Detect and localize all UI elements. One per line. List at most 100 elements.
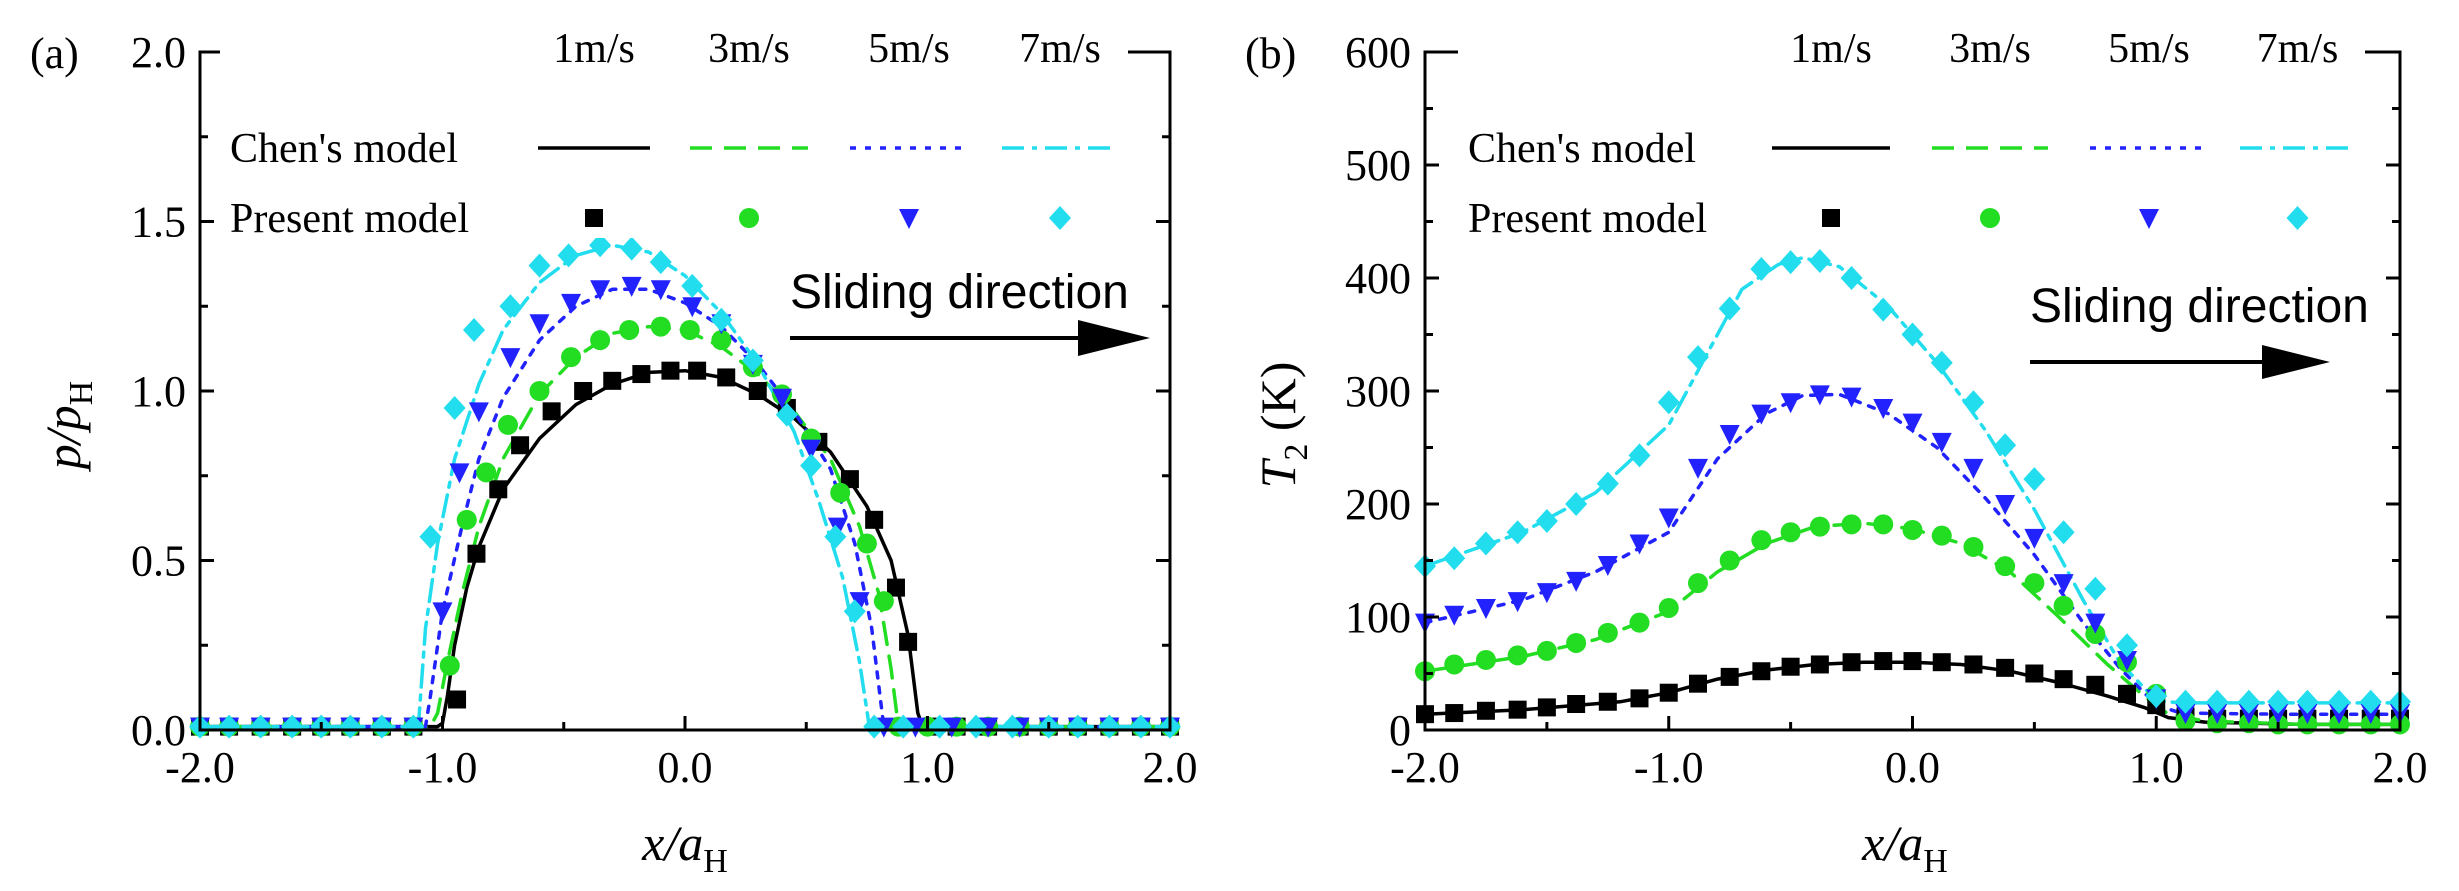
y-tick-label-b-2: 200 bbox=[1345, 480, 1411, 529]
data-point-a-3m/s-17 bbox=[679, 319, 700, 340]
data-point-b-5m/s-21 bbox=[2053, 574, 2074, 595]
data-point-b-7m/s-3 bbox=[1506, 520, 1529, 545]
y-tick-labels-b: 0 100 200 300 400 500 600 bbox=[1345, 28, 1411, 755]
x-tick-labels-b: -2.0 -1.0 0.0 1.0 2.0 bbox=[1390, 743, 2427, 792]
legend-marker-b-5m/s bbox=[2139, 209, 2159, 229]
data-point-a-7m/s-20 bbox=[775, 402, 798, 427]
data-point-b-5m/s-7 bbox=[1629, 534, 1650, 555]
y-tick-label-a-2: 1.0 bbox=[131, 367, 186, 416]
data-point-b-3m/s-16 bbox=[1902, 519, 1923, 540]
legend-speed-label-a-3m/s: 3m/s bbox=[708, 26, 790, 72]
legend-marker-a-7m/s bbox=[1049, 206, 1071, 230]
data-point-a-5m/s-17 bbox=[682, 297, 703, 318]
data-point-a-7m/s-14 bbox=[589, 233, 612, 258]
data-point-b-1m/s-18 bbox=[1964, 655, 1983, 674]
data-point-b-3m/s-17 bbox=[1931, 525, 1952, 546]
data-point-a-7m/s-16 bbox=[649, 250, 672, 275]
data-point-b-5m/s-5 bbox=[1566, 571, 1587, 592]
data-point-b-7m/s-26 bbox=[2206, 689, 2229, 714]
data-point-b-7m/s-13 bbox=[1808, 249, 1831, 274]
data-point-a-3m/s-22 bbox=[830, 482, 851, 503]
x-tick-label-b-3: 1.0 bbox=[2129, 743, 2184, 792]
data-point-a-7m/s-6 bbox=[370, 714, 393, 739]
data-point-b-3m/s-22 bbox=[2085, 623, 2106, 644]
data-point-a-5m/s-15 bbox=[621, 276, 642, 297]
y-tick-labels-a: 0.0 0.5 1.0 1.5 2.0 bbox=[131, 28, 186, 755]
legend-background-a bbox=[220, 24, 1128, 238]
data-point-b-5m/s-23 bbox=[2117, 650, 2137, 671]
data-point-b-3m/s-15 bbox=[1873, 514, 1894, 535]
y-tick-label-a-0: 0.0 bbox=[131, 706, 186, 755]
y-axis-label-unit-b: (K) bbox=[1250, 362, 1306, 444]
series-line-a-5m/s bbox=[198, 287, 1172, 729]
x-tick-labels-a: -2.0 -1.0 0.0 1.0 2.0 bbox=[165, 743, 1197, 792]
legend-speed-label-b-5m/s: 5m/s bbox=[2108, 26, 2190, 72]
sliding-direction-label-a: Sliding direction bbox=[790, 266, 1129, 319]
data-point-a-7m/s-5 bbox=[339, 714, 362, 739]
data-point-a-7m/s-28 bbox=[1001, 714, 1024, 739]
x-axis-label-sub-a: H bbox=[703, 843, 728, 880]
data-point-a-1m/s-23 bbox=[865, 510, 884, 529]
panel-label-b: (b) bbox=[1245, 29, 1296, 78]
data-point-b-5m/s-22 bbox=[2085, 613, 2106, 634]
data-point-a-3m/s-15 bbox=[619, 319, 640, 340]
series-line-a-3m/s bbox=[198, 324, 1172, 729]
data-point-a-7m/s-23 bbox=[843, 599, 866, 624]
data-point-b-3m/s-7 bbox=[1629, 612, 1650, 633]
legend-marker-b-7m/s bbox=[2286, 206, 2309, 230]
data-point-b-5m/s-15 bbox=[1873, 398, 1894, 419]
data-point-a-3m/s-13 bbox=[561, 347, 582, 368]
data-point-b-5m/s-28 bbox=[2268, 704, 2289, 725]
data-point-b-7m/s-14 bbox=[1840, 266, 1863, 290]
data-point-b-7m/s-27 bbox=[2237, 689, 2260, 714]
legend-speed-label-b-3m/s: 3m/s bbox=[1949, 26, 2031, 72]
data-point-a-5m/s-23 bbox=[849, 592, 870, 613]
data-point-a-1m/s-25 bbox=[899, 632, 918, 651]
x-axis-label-sub-b: H bbox=[1923, 843, 1948, 880]
data-point-a-7m/s-22 bbox=[824, 524, 847, 549]
data-point-b-3m/s-8 bbox=[1658, 597, 1679, 618]
data-point-b-3m/s-9 bbox=[1688, 573, 1708, 594]
x-tick-label-b-0: -2.0 bbox=[1390, 743, 1460, 792]
data-point-a-7m/s-17 bbox=[681, 273, 704, 298]
y-axis-label-sub-a: H bbox=[63, 381, 100, 406]
data-point-b-3m/s-12 bbox=[1780, 522, 1801, 543]
data-point-b-3m/s-1 bbox=[1444, 654, 1465, 675]
data-point-b-3m/s-19 bbox=[1995, 556, 2016, 577]
data-point-b-7m/s-6 bbox=[1596, 471, 1619, 496]
data-point-a-1m/s-24 bbox=[886, 578, 905, 597]
data-point-b-7m/s-2 bbox=[1474, 531, 1497, 556]
panel-label-a: (a) bbox=[30, 29, 79, 78]
data-point-b-5m/s-14 bbox=[1841, 387, 1862, 408]
x-axis-label-main-b: x/a bbox=[1861, 815, 1923, 871]
data-point-a-1m/s-19 bbox=[748, 382, 767, 400]
y-axis-label-a: p/pH bbox=[35, 381, 100, 472]
data-point-a-7m/s-32 bbox=[1129, 714, 1152, 739]
data-point-b-1m/s-11 bbox=[1752, 662, 1771, 681]
x-tick-label-b-4: 2.0 bbox=[2373, 743, 2428, 792]
data-point-b-3m/s-5 bbox=[1566, 632, 1587, 653]
sliding-direction-label-b: Sliding direction bbox=[2030, 280, 2369, 333]
chart-panel-b: (b) 0 100 200 300 400 500 600 -2.0 -1.0 0.0 1.0 2.… bbox=[1245, 24, 2428, 880]
sliding-direction-arrowhead-a bbox=[1078, 320, 1150, 356]
legend-speed-label-b-7m/s: 7m/s bbox=[2257, 26, 2339, 72]
data-point-b-1m/s-5 bbox=[1567, 695, 1586, 714]
data-point-b-3m/s-4 bbox=[1536, 640, 1557, 661]
data-point-b-5m/s-11 bbox=[1751, 404, 1772, 425]
data-point-b-3m/s-13 bbox=[1809, 516, 1830, 537]
data-point-a-5m/s-11 bbox=[500, 348, 521, 369]
data-point-b-7m/s-11 bbox=[1750, 256, 1773, 281]
data-point-a-7m/s-27 bbox=[965, 714, 987, 739]
data-point-a-5m/s-10 bbox=[468, 402, 489, 423]
data-point-b-5m/s-8 bbox=[1658, 508, 1679, 529]
y-tick-label-b-6: 600 bbox=[1345, 28, 1411, 77]
data-point-a-7m/s-8 bbox=[419, 524, 442, 549]
data-point-b-5m/s-30 bbox=[2329, 704, 2350, 725]
data-point-a-7m/s-3 bbox=[281, 714, 304, 739]
data-point-a-7m/s-15 bbox=[620, 236, 643, 261]
data-point-a-1m/s-8 bbox=[448, 690, 467, 709]
data-point-b-7m/s-30 bbox=[2328, 689, 2351, 714]
legend-chen-label-b: Chen's model bbox=[1468, 126, 1696, 172]
data-point-b-7m/s-10 bbox=[1718, 296, 1741, 321]
data-point-a-1m/s-12 bbox=[542, 402, 561, 421]
